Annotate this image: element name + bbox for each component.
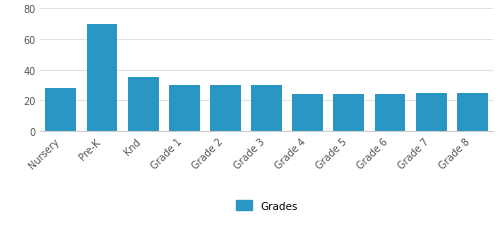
Bar xyxy=(87,25,117,132)
Legend: Grades: Grades xyxy=(232,196,301,215)
Bar xyxy=(128,78,158,132)
Bar xyxy=(457,93,488,132)
Bar xyxy=(416,93,447,132)
Bar xyxy=(45,89,76,132)
Bar xyxy=(292,95,323,132)
Bar xyxy=(333,95,364,132)
Bar xyxy=(210,86,241,132)
Bar xyxy=(251,86,282,132)
Bar xyxy=(375,95,405,132)
Bar xyxy=(169,86,200,132)
